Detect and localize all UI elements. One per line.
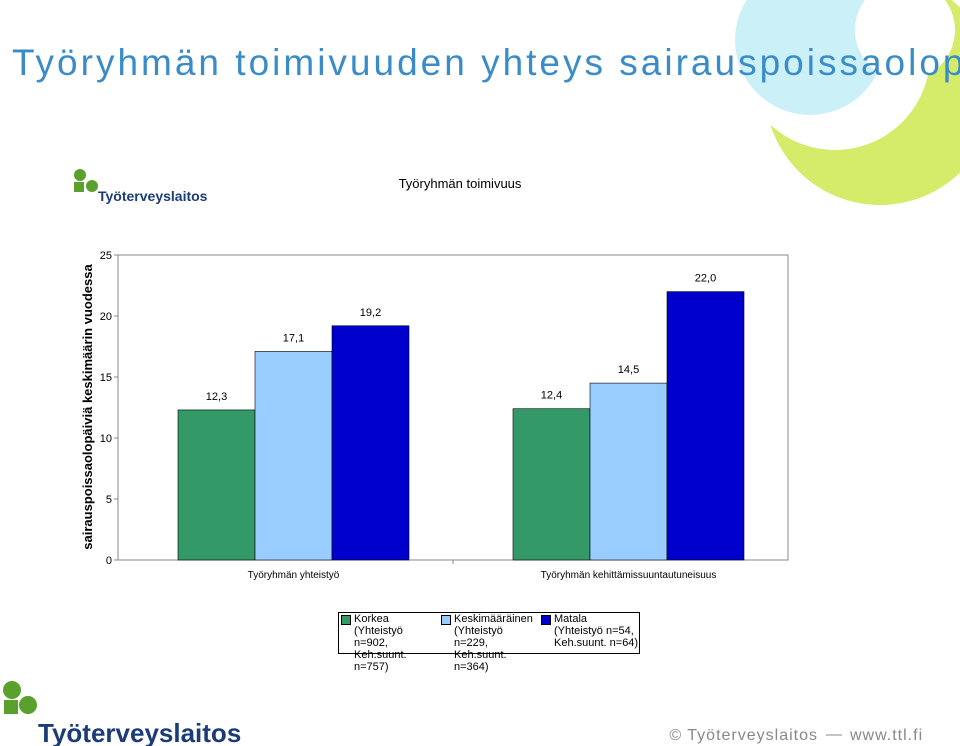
value-label: 19,2 [360,307,381,319]
footer-copyright: © Työterveyslaitos [669,727,818,744]
logo: Työterveyslaitos [98,188,208,204]
bar [589,382,668,561]
y-tick-label: 15 [100,372,112,384]
logo-icon [3,681,37,714]
value-label: 12,3 [206,391,227,403]
bar [512,408,591,561]
legend-item: Matala (Yhteistyö n=54, Keh.suunt. n=64) [539,613,639,653]
legend-swatch [441,615,451,625]
value-label: 14,5 [618,364,639,376]
y-tick-label: 0 [106,555,112,567]
y-axis-label: sairauspoissaolopäiviä keskimäärin vuode… [80,264,95,550]
bar [177,409,256,561]
logo-icon [74,169,98,192]
y-tick-label: 25 [100,250,112,262]
value-label: 22,0 [695,273,716,285]
y-tick-label: 20 [100,311,112,323]
chart-title: Työryhmän toimivuus [399,176,522,191]
legend-label: Keskimääräinen (Yhteistyö n=229, Keh.suu… [454,613,533,673]
legend: Korkea (Yhteistyö n=902, Keh.suunt. n=75… [338,612,640,673]
legend-label: Matala (Yhteistyö n=54, Keh.suunt. n=64) [554,613,639,649]
logo: Työterveyslaitos [38,718,241,746]
value-label: 12,4 [541,390,562,402]
footer-url: www.ttl.fi [849,727,923,744]
x-tick-label: Työryhmän kehittämissuuntautuneisuus [541,570,717,581]
y-tick-label: 10 [100,433,112,445]
bar [666,291,745,561]
bar [331,325,410,561]
value-label: 17,1 [283,332,304,344]
page-title: Työryhmän toimivuuden yhteys sairauspois… [12,42,960,83]
bar [254,351,333,561]
legend-swatch [541,615,551,625]
legend-item: Keskimääräinen (Yhteistyö n=229, Keh.suu… [439,613,539,673]
y-tick-label: 5 [106,494,112,506]
decor-circle [855,0,955,80]
legend-item: Korkea (Yhteistyö n=902, Keh.suunt. n=75… [339,613,439,673]
decor-circle [735,0,885,115]
x-tick-label: Työryhmän yhteistyö [248,570,340,581]
legend-label: Korkea (Yhteistyö n=902, Keh.suunt. n=75… [354,613,407,673]
legend-swatch [341,615,351,625]
